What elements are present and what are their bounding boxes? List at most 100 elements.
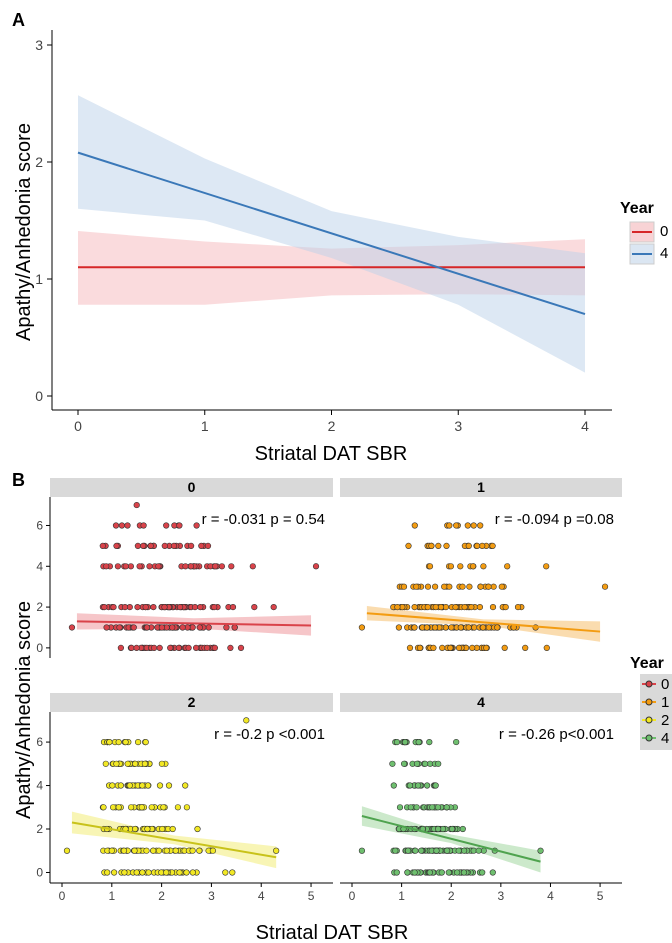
- panel-a-legend-label-4: 4: [660, 245, 668, 262]
- facet-point: [141, 760, 148, 767]
- facet-point: [489, 869, 496, 876]
- facet-point: [211, 644, 218, 652]
- facet-point: [405, 847, 412, 854]
- panel-b-legend-label-1: 1: [661, 694, 669, 711]
- facet-point: [145, 869, 152, 876]
- facet-point: [443, 542, 450, 550]
- facet-point: [514, 603, 522, 611]
- facet-point: [411, 869, 418, 876]
- facet-point: [169, 825, 176, 833]
- facet-x-tick-label: 2: [448, 889, 455, 903]
- facet-point: [443, 804, 450, 811]
- facet-point: [407, 804, 414, 811]
- facet-point: [222, 869, 229, 876]
- facet-point: [140, 522, 147, 529]
- facet-point: [393, 869, 400, 876]
- facet-point: [132, 825, 139, 833]
- facet-point: [161, 542, 168, 550]
- panel-a-fit-line-year-4: [77, 151, 586, 316]
- facet-point: [445, 869, 452, 876]
- facet-x-tick-label: 0: [349, 889, 356, 903]
- facet-point: [406, 644, 414, 652]
- facet-x-tick-label: 2: [158, 889, 165, 903]
- facet-point: [522, 644, 529, 652]
- facet-fit-line-4: [361, 815, 541, 863]
- panel-a-y-tick-label: 0: [35, 388, 43, 404]
- facet-point: [394, 603, 401, 611]
- facet-point: [429, 804, 436, 811]
- facet-point: [465, 542, 472, 550]
- facet-point: [452, 603, 459, 611]
- facet-point: [489, 603, 497, 611]
- facet-point: [176, 869, 183, 876]
- facet-point: [431, 624, 439, 631]
- facet-point: [461, 603, 468, 611]
- facet-point: [103, 624, 110, 631]
- facet-point: [163, 869, 170, 876]
- facet-point: [144, 782, 152, 789]
- panel-b-tag: B: [12, 470, 25, 490]
- facet-point: [418, 847, 425, 854]
- facet-point: [229, 603, 237, 611]
- facet-point: [114, 563, 121, 570]
- facet-point: [426, 563, 434, 570]
- facet-annotation-2: r = -0.2 p <0.001: [214, 726, 325, 743]
- facet-point: [415, 782, 422, 789]
- facet-point: [167, 644, 174, 652]
- facet-point: [415, 738, 422, 746]
- panel-a-x-tick-label: 3: [454, 418, 462, 434]
- facet-point: [469, 644, 476, 652]
- facet-point: [151, 644, 158, 652]
- facet-point: [169, 624, 176, 631]
- facet-point: [160, 804, 167, 811]
- facet-point: [133, 644, 140, 652]
- facet-y-tick-label: 4: [36, 559, 43, 573]
- facet-point: [389, 760, 396, 767]
- facet-point: [132, 760, 139, 767]
- facet-x-tick-label: 3: [208, 889, 215, 903]
- facet-point: [441, 583, 448, 590]
- facet-point: [400, 583, 408, 590]
- panel-a-x-tick-label: 4: [581, 418, 589, 434]
- facet-point: [433, 847, 440, 854]
- facet-x-tick-label: 0: [59, 889, 66, 903]
- facet-point: [134, 603, 141, 611]
- facet-point: [179, 624, 186, 631]
- facet-point: [460, 869, 468, 876]
- facet-point: [112, 522, 120, 529]
- facet-point: [402, 738, 409, 746]
- facet-point: [150, 847, 157, 854]
- facet-point: [435, 760, 442, 767]
- facet-point: [136, 563, 143, 570]
- facet-point: [205, 624, 212, 631]
- facet-point: [454, 869, 461, 876]
- facet-fit-line-2: [71, 821, 277, 859]
- facet-point: [485, 583, 492, 590]
- facet-point: [134, 542, 141, 550]
- facet-point: [103, 563, 110, 570]
- facet-point: [118, 522, 125, 529]
- facet-point: [453, 738, 460, 746]
- facet-point: [101, 603, 108, 611]
- facet-point: [543, 563, 550, 570]
- facet-point: [109, 782, 116, 789]
- facet-point: [504, 563, 511, 570]
- facet-point: [121, 869, 128, 876]
- facet-strip-4: [340, 693, 622, 712]
- facet-point: [447, 644, 454, 652]
- facet-strip-label-4: 4: [477, 694, 485, 710]
- facet-point: [121, 603, 129, 611]
- facet-point: [165, 782, 173, 789]
- facet-point: [189, 624, 196, 631]
- legend-b-dot-4: [645, 734, 653, 742]
- facet-point: [182, 782, 189, 789]
- facet-point: [143, 624, 151, 631]
- facet-point: [479, 869, 486, 876]
- facet-strip-label-0: 0: [188, 479, 196, 495]
- facet-point: [432, 583, 439, 590]
- facet-point: [464, 522, 471, 529]
- facet-point: [249, 563, 256, 570]
- facet-point: [189, 869, 196, 876]
- facet-point: [182, 563, 189, 570]
- facet-point: [358, 624, 366, 631]
